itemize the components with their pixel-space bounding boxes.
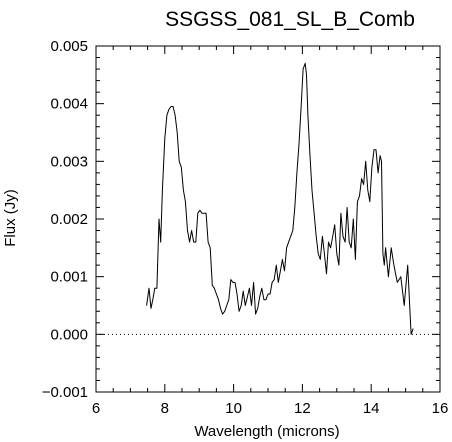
x-tick-label: 8	[161, 400, 169, 417]
plot-frame	[95, 45, 441, 393]
y-tick-label: 0.004	[50, 96, 88, 113]
series-line	[146, 62, 414, 335]
y-axis-label: Flux (Jy)	[2, 189, 19, 247]
y-tick-label: 0.002	[50, 211, 88, 228]
axis-ticks: 6 8 10 12 14 16 −0.001 0.000 0.001 0.002 0.003 0.00…	[42, 38, 449, 417]
x-axis-label: Wavelength (microns)	[194, 423, 339, 440]
x-tick-label: 10	[225, 400, 242, 417]
y-tick-label: 0.000	[50, 326, 88, 343]
x-tick-label: 16	[432, 400, 449, 417]
y-tick-label: −0.001	[42, 384, 88, 401]
y-tick-label: 0.003	[50, 153, 88, 170]
y-tick-label: 0.005	[50, 38, 88, 55]
x-tick-label: 6	[92, 400, 100, 417]
y-tick-label: 0.001	[50, 269, 88, 286]
chart-title: SSGSS_081_SL_B_Comb	[165, 8, 415, 31]
x-tick-label: 12	[294, 400, 311, 417]
x-tick-label: 14	[363, 400, 380, 417]
